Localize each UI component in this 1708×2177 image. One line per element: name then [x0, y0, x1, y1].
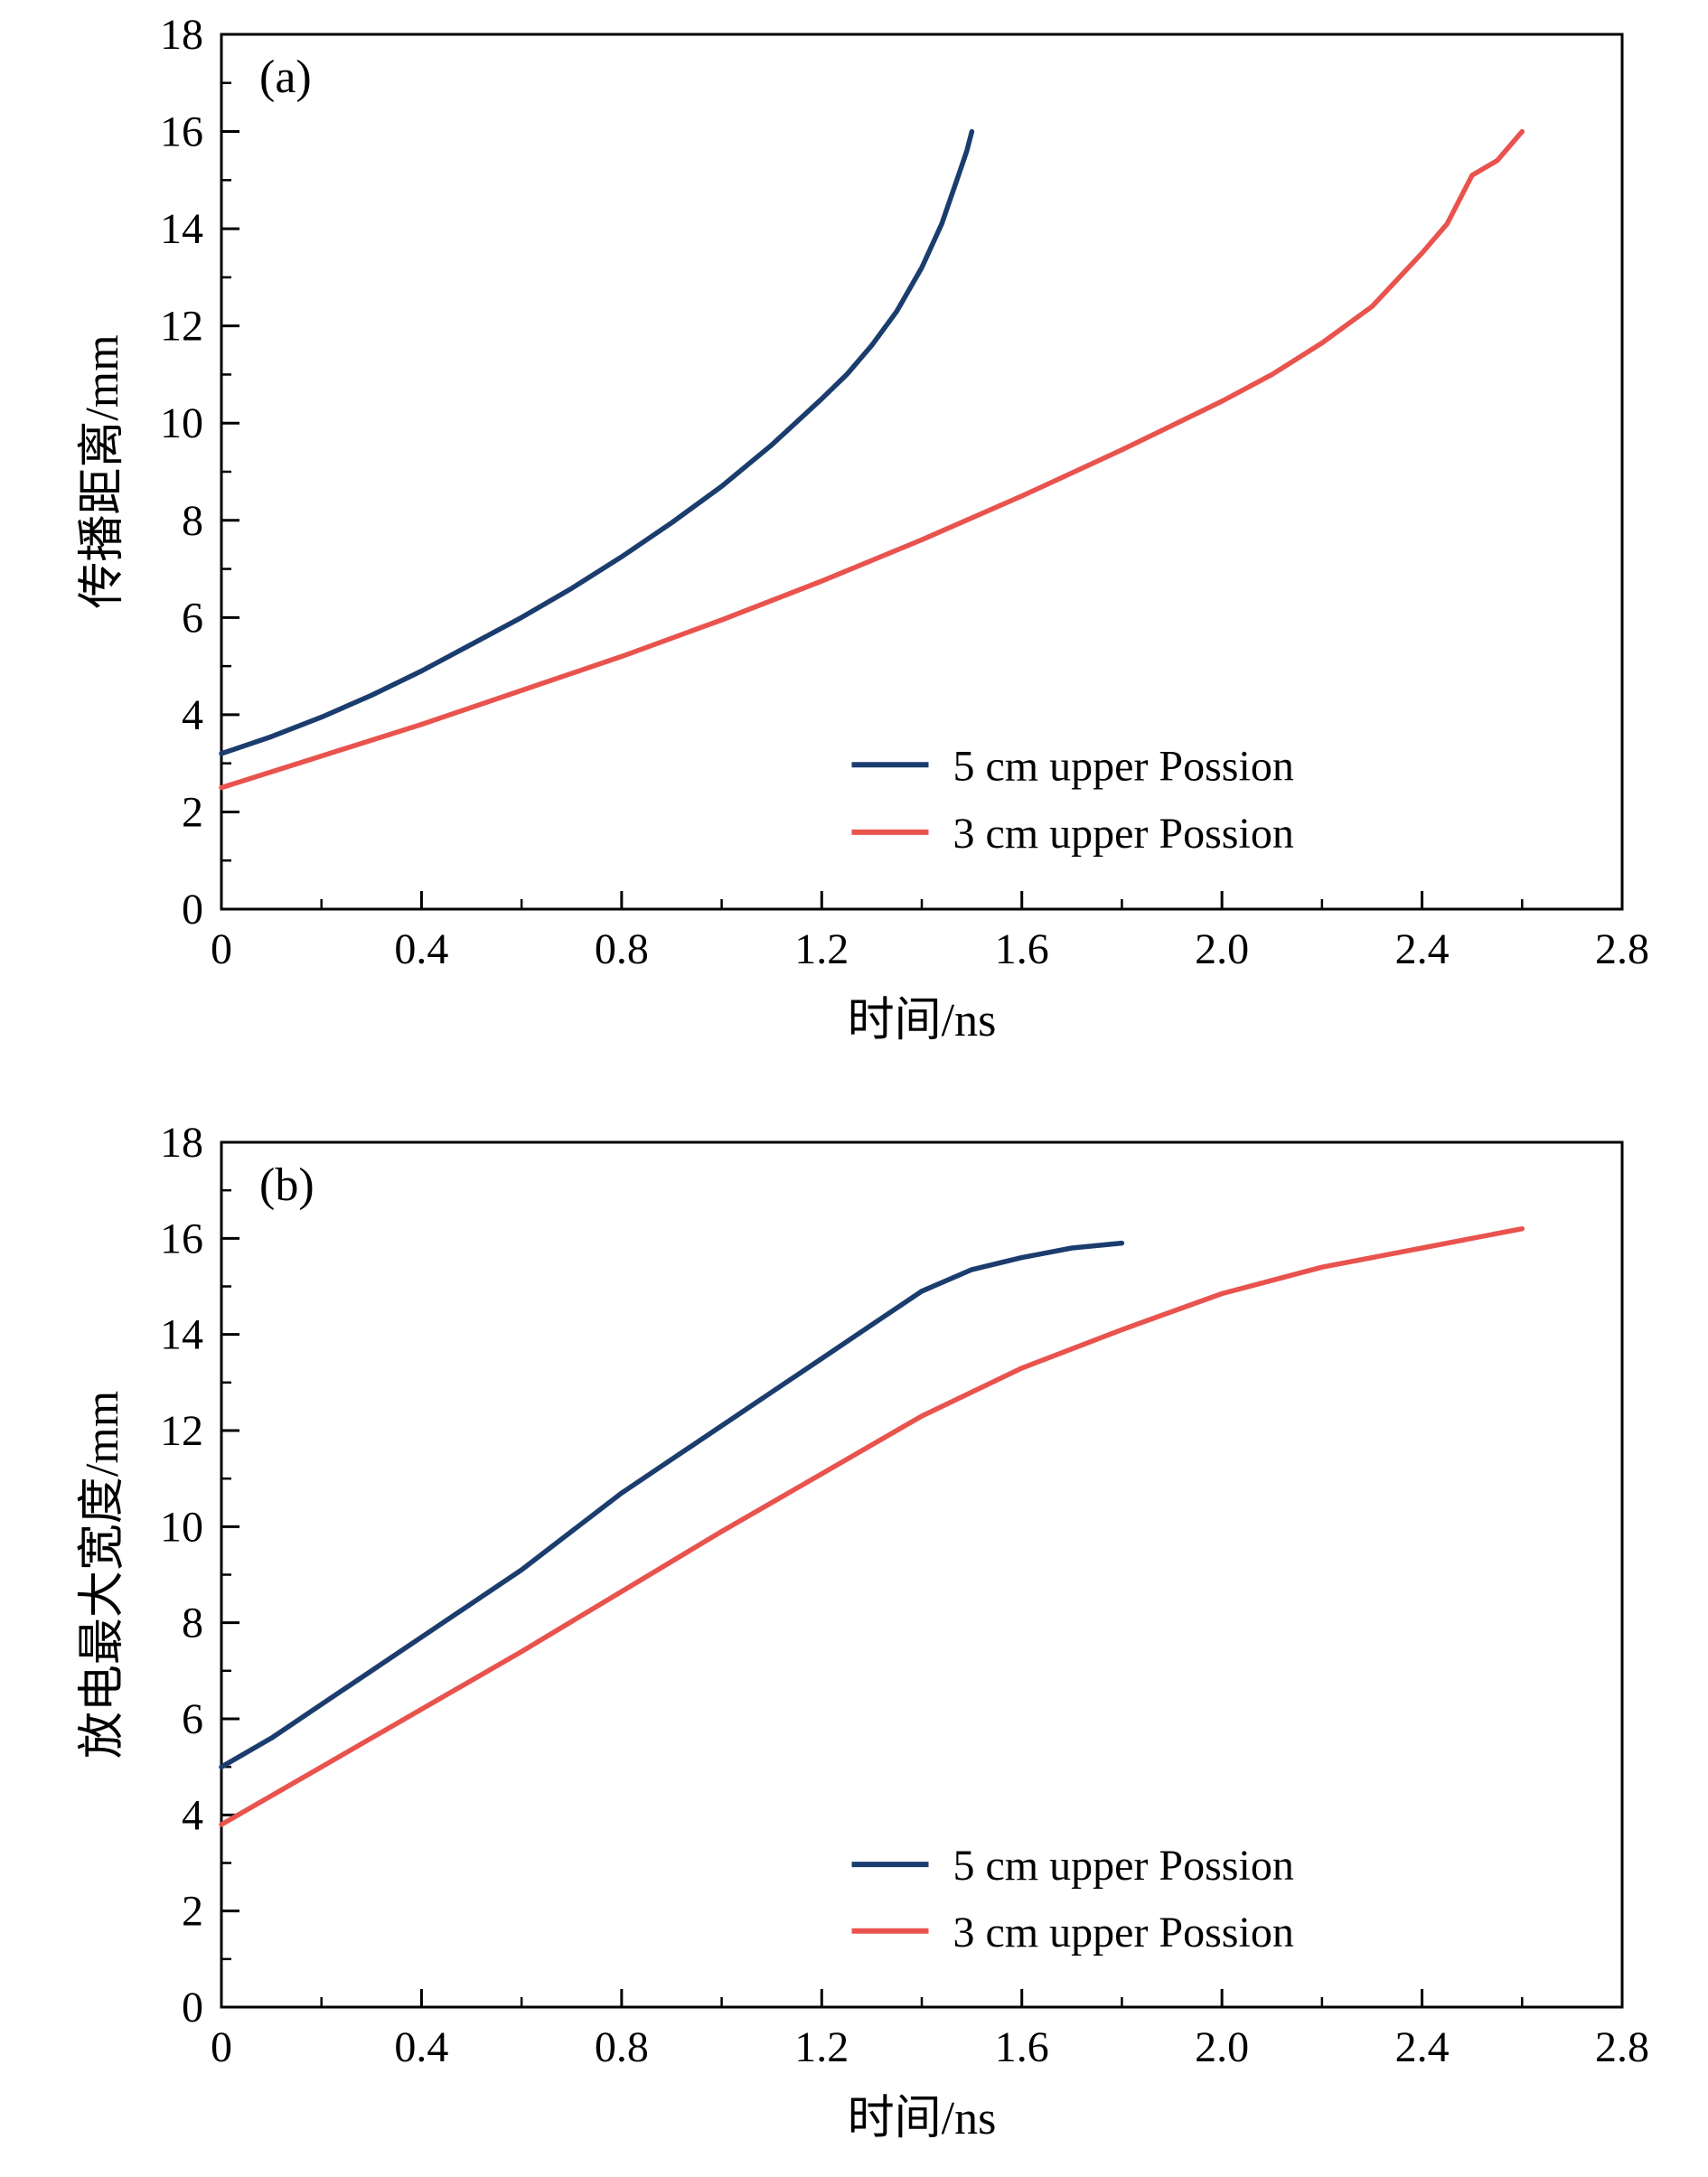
y-axis-tick-label: 2	[182, 1888, 203, 1936]
x-axis-tick-label: 1.6	[995, 2023, 1049, 2071]
x-axis-tick-label: 2.8	[1595, 2023, 1649, 2071]
y-axis-tick-label: 18	[160, 1119, 203, 1167]
chart-b-canvas: 0 0.4 0.8 1.2 1.6 2.0 2.4 2.8 0 2 4 6 8 10 12 14 16 18 5 c…	[0, 1088, 1708, 2177]
series-line-3cm	[219, 128, 1525, 791]
x-axis-tick-label: 0.4	[394, 925, 448, 973]
y-axis-tick-label: 16	[160, 1215, 203, 1262]
series-line-5cm	[219, 128, 975, 756]
y-axis-tick-label: 10	[160, 399, 203, 447]
legend-entry-label: 3 cm upper Possion	[953, 810, 1294, 858]
plot-background	[0, 0, 1708, 1088]
y-axis-tick-label: 8	[182, 497, 203, 545]
y-axis-tick-label: 14	[160, 205, 203, 253]
x-axis-tick-label: 1.2	[794, 925, 849, 973]
legend-entry-label: 3 cm upper Possion	[953, 1909, 1294, 1956]
x-axis-tick-label: 2.8	[1595, 925, 1649, 973]
y-axis-tick-label: 2	[182, 788, 203, 836]
series-line-3cm	[219, 1225, 1525, 1827]
chart-b: 0 0.4 0.8 1.2 1.6 2.0 2.4 2.8 0 2 4 6 8 10 12 14 16 18 5 c…	[0, 1088, 1708, 2177]
y-axis-tick-label: 6	[182, 1695, 203, 1743]
y-axis-tick-label: 4	[182, 691, 203, 739]
y-axis-tick-label: 8	[182, 1600, 203, 1647]
y-axis-tick-label: 0	[182, 886, 203, 934]
series-line-5cm	[219, 1240, 1125, 1769]
x-axis-title: 时间/ns	[848, 2093, 997, 2144]
legend: 5 cm upper Possion 3 cm upper Possion	[851, 742, 1294, 858]
y-axis-tick-label: 18	[160, 11, 203, 59]
y-axis-tick-label: 4	[182, 1791, 203, 1839]
y-axis-tick-label: 12	[160, 303, 203, 351]
x-axis-tick-label: 2.0	[1195, 2023, 1249, 2071]
x-axis-tick-label: 0	[211, 2023, 232, 2071]
y-axis-tick-label: 16	[160, 108, 203, 156]
x-axis-tick-label: 1.2	[794, 2023, 849, 2071]
x-axis-tick-label: 0.8	[595, 2023, 649, 2071]
y-axis-tick-label: 14	[160, 1311, 203, 1359]
x-axis-tick-label: 0.8	[595, 925, 649, 973]
legend-entry-label: 5 cm upper Possion	[953, 1842, 1294, 1890]
x-axis-tick-label: 0	[211, 925, 232, 973]
y-axis-tick-label: 12	[160, 1407, 203, 1455]
legend-entry-label: 5 cm upper Possion	[953, 742, 1294, 790]
plot-background	[0, 1088, 1708, 2177]
x-axis-tick-label: 2.0	[1195, 925, 1249, 973]
y-axis-tick-label: 6	[182, 594, 203, 642]
x-axis-tick-label: 2.4	[1395, 925, 1450, 973]
y-axis-title: 传播距离/mm	[77, 334, 128, 608]
panel-label: (a)	[259, 52, 312, 103]
y-axis-title: 放电最大宽度/mm	[77, 1391, 128, 1759]
x-axis-tick-label: 1.6	[995, 925, 1049, 973]
y-axis-tick-label: 0	[182, 1984, 203, 2032]
chart-a: 0 0.4 0.8 1.2 1.6 2.0 2.4 2.8 0 2 4 6 8 10 12 14 16 18 5 c…	[0, 0, 1708, 1088]
y-axis-tick-label: 10	[160, 1503, 203, 1551]
x-axis-tick-label: 2.4	[1395, 2023, 1450, 2071]
chart-a-canvas: 0 0.4 0.8 1.2 1.6 2.0 2.4 2.8 0 2 4 6 8 10 12 14 16 18 5 c…	[0, 0, 1708, 1088]
panel-label: (b)	[259, 1159, 314, 1211]
legend: 5 cm upper Possion 3 cm upper Possion	[851, 1842, 1294, 1956]
x-axis-title: 时间/ns	[848, 995, 997, 1046]
x-axis-tick-label: 0.4	[394, 2023, 448, 2071]
